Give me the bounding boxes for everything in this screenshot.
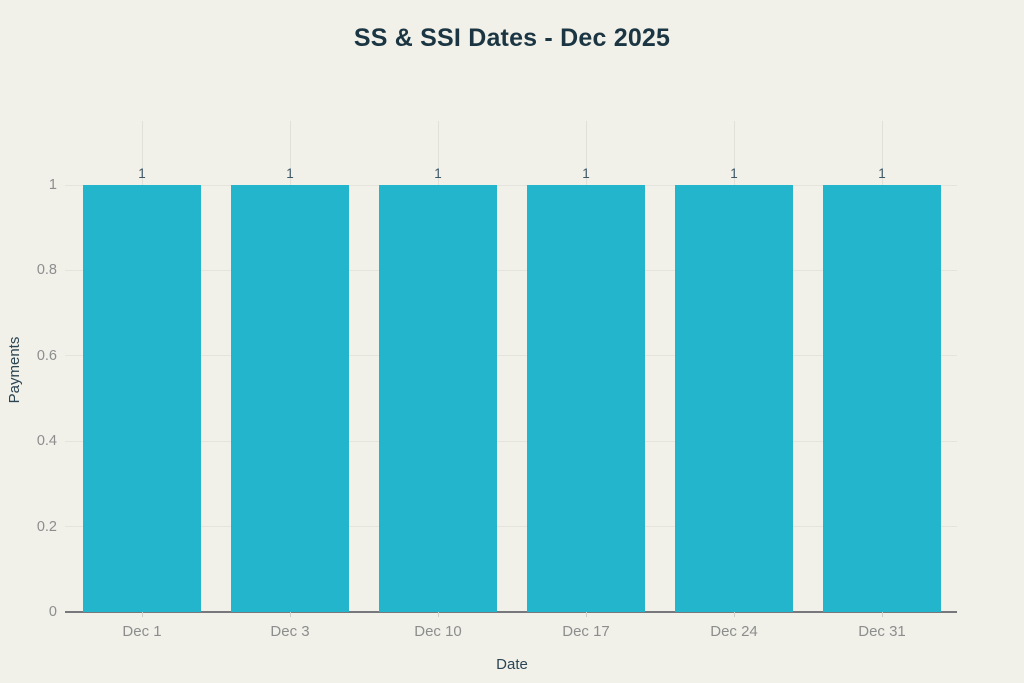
x-axis-line: [65, 611, 957, 613]
x-axis-title: Date: [496, 656, 528, 673]
bar[interactable]: [83, 185, 201, 612]
x-tick: [437, 612, 439, 617]
bar-value-label: 1: [434, 166, 442, 181]
category-gridline: [585, 121, 587, 186]
y-tick-label: 0: [48, 604, 57, 620]
h-gridline: [65, 184, 957, 186]
category-gridline: [289, 121, 291, 186]
bar-value-label: 1: [138, 166, 146, 181]
bar-value-label: 1: [582, 166, 590, 181]
x-tick: [881, 612, 883, 617]
x-tick-label: Dec 10: [414, 623, 462, 640]
category-gridline: [141, 121, 143, 186]
bar[interactable]: [675, 185, 793, 612]
h-gridline: [65, 526, 957, 528]
category-gridline: [733, 121, 735, 186]
bar-value-label: 1: [878, 166, 886, 181]
chart-title: SS & SSI Dates - Dec 2025: [353, 24, 671, 52]
x-tick: [289, 612, 291, 617]
h-gridline: [65, 355, 957, 357]
category-gridline: [881, 121, 883, 186]
h-gridline: [65, 269, 957, 271]
bar[interactable]: [379, 185, 497, 612]
x-tick: [141, 612, 143, 617]
category-gridline: [437, 121, 439, 186]
y-tick-label: 0.2: [36, 518, 57, 535]
bar[interactable]: [527, 185, 645, 612]
bar[interactable]: [231, 185, 349, 612]
x-tick-label: Dec 1: [122, 623, 162, 640]
y-tick-label: 0.8: [36, 262, 57, 279]
x-tick-label: Dec 31: [858, 623, 906, 640]
x-tick-label: Dec 3: [270, 623, 310, 640]
h-gridline: [65, 440, 957, 442]
x-tick: [585, 612, 587, 617]
x-tick: [733, 612, 735, 617]
y-tick-label: 0.6: [36, 347, 57, 364]
bar-value-label: 1: [286, 166, 294, 181]
x-tick-label: Dec 24: [710, 623, 758, 640]
x-tick-label: Dec 17: [562, 623, 610, 640]
y-tick-label: 0.4: [36, 433, 57, 450]
bar-value-label: 1: [730, 166, 738, 181]
y-tick-label: 1: [48, 177, 57, 193]
bar[interactable]: [823, 185, 941, 612]
